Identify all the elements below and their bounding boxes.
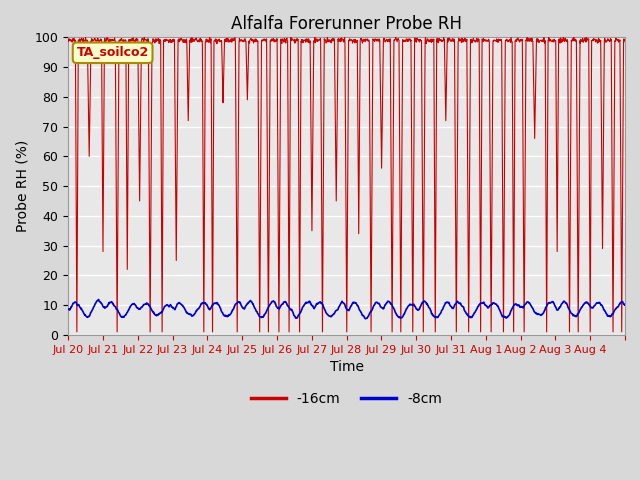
Legend: -16cm, -8cm: -16cm, -8cm	[246, 386, 448, 411]
X-axis label: Time: Time	[330, 360, 364, 374]
Text: TA_soilco2: TA_soilco2	[77, 46, 148, 59]
Title: Alfalfa Forerunner Probe RH: Alfalfa Forerunner Probe RH	[231, 15, 462, 33]
Y-axis label: Probe RH (%): Probe RH (%)	[15, 140, 29, 232]
